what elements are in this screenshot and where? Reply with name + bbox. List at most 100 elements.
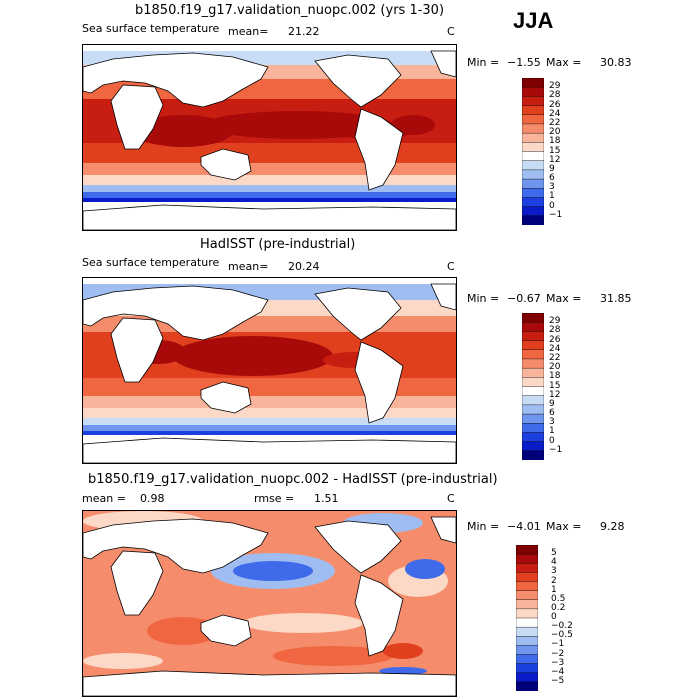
panel3-min-value: −4.01 <box>507 520 541 533</box>
colorbar-tick-label: −3 <box>551 657 565 668</box>
colorbar-swatch <box>521 114 545 125</box>
panel2-title: HadISST (pre-industrial) <box>200 237 356 252</box>
colorbar-tick-label: 26 <box>549 334 561 345</box>
colorbar-swatch <box>521 423 545 433</box>
season-label: JJA <box>513 8 554 33</box>
colorbar-swatch <box>521 188 545 198</box>
colorbar-swatch <box>521 441 545 452</box>
panel1-units: C <box>447 25 455 38</box>
colorbar-swatch <box>515 617 539 628</box>
colorbar-tick-label: 29 <box>549 81 561 92</box>
colorbar-tick-label: 29 <box>549 316 561 327</box>
colorbar-swatch <box>521 197 545 208</box>
colorbar-tick-label: 12 <box>549 389 561 400</box>
colorbar-tick-label: 1 <box>549 191 555 202</box>
panel2-units: C <box>447 260 455 273</box>
panel2-max-label: Max = <box>546 292 582 305</box>
colorbar-swatch <box>521 340 545 351</box>
colorbar-tick-label: 5 <box>551 548 557 559</box>
panel3-max-value: 9.28 <box>600 520 625 533</box>
colorbar-swatch <box>521 96 545 107</box>
panel3-rmse-value: 1.51 <box>314 492 339 505</box>
colorbar-swatch <box>521 77 545 88</box>
colorbar-tick-label: 3 <box>551 566 557 577</box>
colorbar-tick-label: −1 <box>549 209 563 220</box>
colorbar-tick-label: −0.5 <box>551 630 573 641</box>
colorbar-tick-label: 20 <box>549 362 561 373</box>
panel2-map <box>82 277 457 464</box>
panel2-variable: Sea surface temperature <box>82 256 220 269</box>
colorbar-tick-label: 18 <box>549 136 561 147</box>
panel1-colorbar <box>521 77 545 226</box>
panel1-map <box>82 44 457 231</box>
colorbar-tick-label: 0.2 <box>551 602 566 613</box>
panel2-colorbar <box>521 312 545 461</box>
colorbar-tick-label: 1 <box>549 426 555 437</box>
colorbar-tick-label: 18 <box>549 371 561 382</box>
panel3-mean-value: 0.98 <box>140 492 165 505</box>
colorbar-tick-label: −2 <box>551 648 565 659</box>
panel2-mean-value: 20.24 <box>288 260 320 273</box>
colorbar-swatch <box>521 86 545 97</box>
panel3-units: C <box>447 492 455 505</box>
colorbar-swatch <box>515 553 539 564</box>
colorbar-tick-label: 0 <box>549 435 555 446</box>
colorbar-swatch <box>521 358 545 369</box>
colorbar-tick-label: 22 <box>549 352 561 363</box>
colorbar-swatch <box>521 349 545 360</box>
colorbar-tick-label: 28 <box>549 90 561 101</box>
panel3-rmse-label: rmse = <box>254 492 295 505</box>
colorbar-swatch <box>521 132 545 143</box>
colorbar-tick-label: 9 <box>549 163 555 174</box>
colorbar-swatch <box>521 367 545 378</box>
colorbar-swatch <box>515 654 539 665</box>
colorbar-swatch <box>521 450 545 461</box>
colorbar-tick-label: 15 <box>549 380 561 391</box>
panel1-variable: Sea surface temperature <box>82 22 220 35</box>
colorbar-swatch <box>521 206 545 217</box>
colorbar-swatch <box>515 663 539 674</box>
colorbar-tick-label: 3 <box>549 417 555 428</box>
colorbar-swatch <box>515 590 539 601</box>
colorbar-swatch <box>515 544 539 555</box>
colorbar-swatch <box>515 626 539 637</box>
colorbar-swatch <box>521 331 545 342</box>
colorbar-tick-label: 1 <box>551 584 557 595</box>
colorbar-swatch <box>521 432 545 443</box>
colorbar-tick-label: −1 <box>551 639 565 650</box>
colorbar-tick-label: 26 <box>549 99 561 110</box>
panel1-max-label: Max = <box>546 56 582 69</box>
panel1-title: b1850.f19_g17.validation_nuopc.002 (yrs … <box>135 3 445 18</box>
panel3-max-label: Max = <box>546 520 582 533</box>
colorbar-tick-label: 22 <box>549 117 561 128</box>
colorbar-swatch <box>515 645 539 656</box>
colorbar-swatch <box>521 395 545 406</box>
colorbar-tick-label: 6 <box>549 173 555 184</box>
panel2-mean-label: mean= <box>228 260 269 273</box>
colorbar-swatch <box>521 312 545 323</box>
colorbar-tick-label: 20 <box>549 127 561 138</box>
colorbar-tick-label: 15 <box>549 145 561 156</box>
panel1-mean-value: 21.22 <box>288 25 320 38</box>
colorbar-swatch <box>521 123 545 134</box>
colorbar-swatch <box>521 386 545 397</box>
colorbar-tick-label: 24 <box>549 108 561 119</box>
panel3-title: b1850.f19_g17.validation_nuopc.002 - Had… <box>88 472 498 487</box>
panel3-map <box>82 510 457 697</box>
colorbar-swatch <box>521 142 545 152</box>
colorbar-swatch <box>521 321 545 332</box>
colorbar-swatch <box>515 581 539 592</box>
colorbar-tick-label: −0.2 <box>551 621 573 632</box>
colorbar-swatch <box>521 178 545 189</box>
colorbar-tick-label: 2 <box>551 575 557 586</box>
colorbar-tick-label: 0 <box>551 612 557 622</box>
colorbar-tick-label: 12 <box>549 154 561 165</box>
panel3-colorbar <box>515 544 539 692</box>
colorbar-swatch <box>521 151 545 162</box>
colorbar-swatch <box>515 608 539 619</box>
colorbar-tick-label: 0 <box>549 200 555 211</box>
colorbar-swatch <box>515 681 539 692</box>
panel2-max-value: 31.85 <box>600 292 632 305</box>
colorbar-swatch <box>515 672 539 683</box>
panel2-min-label: Min = <box>467 292 500 305</box>
